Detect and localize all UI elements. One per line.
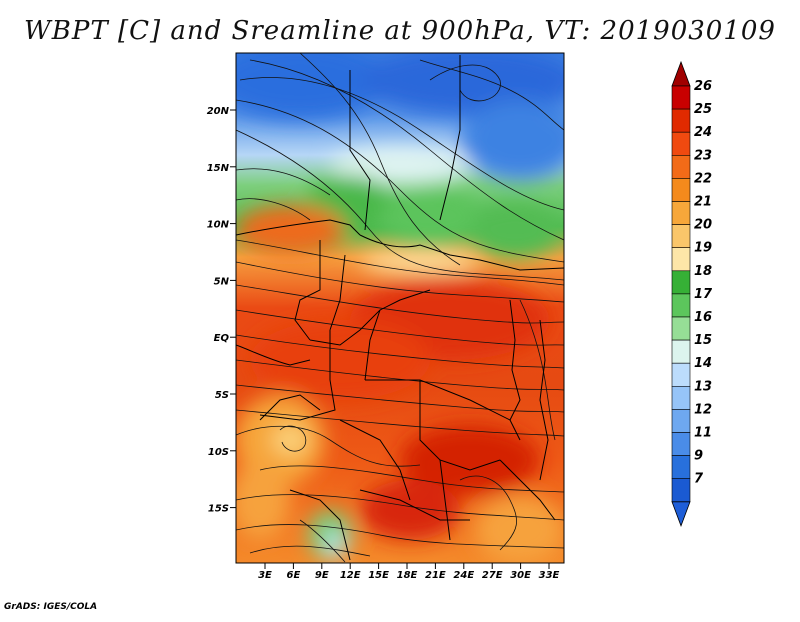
lat-tick-label: 5N	[214, 276, 230, 287]
colorbar-label: 20	[694, 218, 712, 233]
colorbar-label: 11	[694, 426, 712, 441]
colorbar-segment	[671, 316, 691, 341]
colorbar: 26 25 24 23 22 21 20 19 18 17 16 15 14 13 12 11 9 7	[671, 60, 713, 527]
colorbar-segment	[671, 362, 691, 387]
colorbar-label: 12	[694, 402, 712, 417]
lon-tick-label: 18E	[397, 570, 418, 581]
lon-tick-label: 30E	[510, 570, 531, 581]
colorbar-label: 18	[694, 264, 712, 279]
lat-tick-label: 15S	[208, 504, 229, 515]
map-frame	[235, 52, 565, 564]
lon-tick-label: 12E	[340, 570, 361, 581]
colorbar-label: 22	[694, 171, 712, 186]
colorbar-label: 7	[694, 472, 704, 487]
colorbar-segment	[671, 270, 691, 295]
colorbar-segment	[671, 409, 691, 433]
lon-tick-label: 3E	[258, 570, 272, 581]
colorbar-segment	[671, 455, 691, 480]
colorbar-bottom-arrow	[671, 501, 691, 527]
lat-tick-label: 15N	[207, 163, 230, 174]
map-title: WBPT [C] and Sreamline at 900hPa, VT: 20…	[24, 16, 776, 46]
colorbar-segment	[671, 478, 691, 503]
wbpt-field	[236, 53, 564, 563]
lon-tick-label: 21E	[425, 570, 446, 581]
lon-tick-label: 15E	[368, 570, 389, 581]
colorbar-label: 9	[694, 449, 703, 464]
colorbar-segment	[671, 131, 691, 156]
lon-tick-label: 33E	[539, 570, 560, 581]
colorbar-label: 21	[694, 195, 712, 210]
colorbar-segment	[671, 432, 691, 456]
colorbar-label: 25	[694, 102, 712, 117]
lat-tick-label: 10N	[207, 220, 230, 231]
longitude-axis: 3E 6E 9E 12E 15E 18E 21E 24E 27E 30E 33E	[258, 563, 560, 581]
colorbar-segment	[671, 247, 691, 272]
colorbar-segment	[671, 293, 691, 318]
colorbar-segment	[671, 108, 691, 133]
lat-tick-label: 20N	[207, 106, 230, 117]
colorbar-label: 17	[694, 287, 713, 302]
colorbar-label: 23	[694, 148, 712, 163]
lon-tick-label: 27E	[482, 570, 503, 581]
colorbar-label: 13	[694, 379, 712, 394]
colorbar-segment	[671, 178, 691, 202]
latitude-axis: 20N 15N 10N 5N EQ 5S 10S 15S	[207, 106, 236, 515]
colorbar-segment	[671, 201, 691, 225]
lon-tick-label: 24E	[453, 570, 474, 581]
lat-tick-label: EQ	[214, 333, 230, 344]
lat-tick-label: 10S	[208, 447, 229, 458]
colorbar-label: 15	[694, 333, 712, 348]
colorbar-label: 26	[694, 79, 712, 94]
grads-credit: GrADS: IGES/COLA	[4, 602, 98, 612]
colorbar-top-arrow	[671, 60, 691, 87]
colorbar-segment	[671, 85, 691, 110]
colorbar-label: 19	[694, 241, 712, 256]
colorbar-label: 14	[694, 356, 712, 371]
streamlines	[236, 53, 564, 563]
colorbar-segment	[671, 385, 691, 410]
country-borders	[236, 55, 564, 561]
lat-tick-label: 5S	[215, 390, 229, 401]
lon-tick-label: 9E	[315, 570, 329, 581]
lon-tick-label: 6E	[287, 570, 301, 581]
colorbar-label: 16	[694, 310, 712, 325]
colorbar-label: 24	[694, 125, 712, 140]
colorbar-segment	[671, 155, 691, 179]
colorbar-segment	[671, 339, 691, 364]
colorbar-segment	[671, 224, 691, 249]
